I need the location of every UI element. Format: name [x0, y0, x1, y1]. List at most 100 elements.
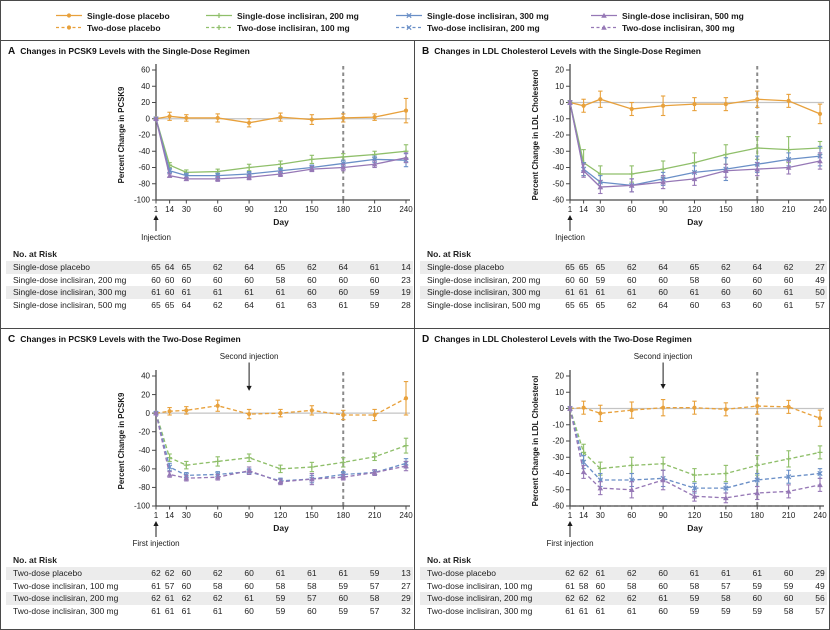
y-tick-label: -60 [138, 465, 150, 474]
panel-letter: B [422, 46, 430, 57]
risk-value: 60 [369, 274, 380, 285]
x-tick-label: 30 [596, 205, 605, 214]
risk-value: 56 [815, 593, 825, 604]
panel-letter: D [422, 334, 430, 345]
risk-value: 65 [181, 262, 192, 272]
panel-title-text: Changes in LDL Cholesterol Levels with t… [434, 46, 701, 56]
injection-arrowhead [153, 215, 159, 220]
y-tick-label: 20 [141, 98, 150, 107]
x-axis-label: Day [273, 217, 289, 227]
risk-value: 65 [595, 262, 606, 272]
risk-value: 60 [338, 287, 348, 298]
risk-value: 61 [151, 605, 161, 616]
series-two-dose-inclisiran-100-mg [567, 406, 823, 483]
risk-value: 61 [212, 287, 223, 298]
panel-letter: A [8, 46, 16, 57]
risk-value: 62 [578, 568, 589, 578]
series-single-dose-inclisiran-200-mg [153, 116, 409, 176]
risk-value: 58 [689, 580, 700, 591]
risk-table-B: No. at Risk Single-dose placebo 65 65 65 62 64… [420, 248, 827, 311]
risk-value: 58 [275, 274, 286, 285]
y-tick-label: -80 [138, 483, 150, 492]
risk-value: 65 [151, 262, 161, 272]
risk-value: 62 [212, 593, 223, 604]
panel-A: A Changes in PCSK9 Levels with the Single… [1, 41, 415, 329]
risk-row-label: Single-dose inclisiran, 500 mg [13, 299, 127, 310]
risk-value: 49 [815, 274, 825, 285]
risk-value: 61 [565, 287, 575, 298]
plus-line-sample [206, 13, 232, 18]
risk-table-header: No. at Risk [13, 555, 57, 565]
risk-value: 60 [689, 299, 700, 310]
legend-item: Two-dose placebo [55, 23, 205, 33]
risk-value: 59 [275, 605, 286, 616]
legend-item-label: Single-dose inclisiran, 300 mg [427, 10, 549, 21]
y-tick-label: 40 [141, 372, 150, 381]
legend-item-label: Single-dose placebo [87, 10, 170, 21]
risk-row-label: Two-dose inclisiran, 200 mg [427, 593, 533, 604]
risk-value: 65 [275, 262, 286, 272]
risk-value: 60 [783, 568, 794, 578]
risk-value: 61 [689, 568, 700, 578]
risk-value: 60 [721, 274, 731, 285]
risk-table-header: No. at Risk [427, 249, 471, 259]
risk-value: 62 [578, 593, 589, 604]
risk-value: 14 [401, 262, 411, 272]
injection-arrowhead [153, 521, 159, 526]
circle-line-sample [56, 13, 82, 18]
risk-value: 27 [401, 580, 411, 591]
legend-row: Single-dose placebo Single-dose inclisira… [55, 11, 775, 21]
x-tick-label: 90 [659, 205, 668, 214]
risk-value: 49 [815, 580, 825, 591]
risk-value: 62 [626, 299, 637, 310]
panel-title-text: Changes in PCSK9 Levels with the Single-… [20, 46, 250, 56]
risk-value: 57 [307, 593, 317, 604]
risk-value: 64 [752, 262, 762, 272]
x-tick-label: 1 [568, 205, 573, 214]
y-tick-label: 40 [141, 82, 150, 91]
risk-value: 29 [815, 568, 825, 578]
risk-value: 59 [689, 593, 700, 604]
x-tick-label: 210 [368, 511, 382, 520]
chart-ldl-two-dose: 20 10 0 -10 -20 -30 -40 -50 -60 1 14 30 60 90 120 150 18… [531, 352, 827, 548]
risk-row: Single-dose inclisiran, 200 mg 60 60 60 60 60… [6, 274, 413, 287]
risk-value: 59 [338, 580, 348, 591]
x-tick-label: 30 [596, 511, 605, 520]
risk-row: Single-dose inclisiran, 300 mg 61 60 61 61 61… [6, 286, 413, 299]
risk-value: 61 [212, 605, 223, 616]
risk-value: 62 [783, 262, 794, 272]
x-tick-label: 120 [688, 511, 702, 520]
risk-value: 61 [783, 299, 794, 310]
series-two-dose-placebo [567, 397, 823, 427]
risk-value: 59 [721, 605, 731, 616]
risk-value: 60 [721, 287, 731, 298]
risk-value: 57 [721, 580, 731, 591]
panel-C: C Changes in PCSK9 Levels with the Two-Do… [1, 329, 415, 629]
risk-value: 61 [151, 287, 161, 298]
risk-row-label: Two-dose inclisiran, 300 mg [13, 605, 119, 616]
risk-value: 60 [658, 568, 668, 578]
y-tick-label: 0 [146, 409, 151, 418]
legend-item-label: Two-dose placebo [87, 22, 161, 33]
x-tick-label: 90 [245, 205, 254, 214]
risk-value: 57 [815, 605, 825, 616]
panel-A-title: A Changes in PCSK9 Levels with the Single… [8, 46, 412, 60]
risk-table-A: No. at Risk Single-dose placebo 65 64 65 62 64… [6, 248, 413, 311]
x-tick-label: 120 [274, 511, 288, 520]
injection-arrowhead [567, 521, 573, 526]
risk-value: 59 [752, 580, 762, 591]
series-two-dose-inclisiran-300-mg [153, 410, 409, 486]
legend-item: Single-dose inclisiran, 300 mg [395, 11, 590, 21]
x-tick-label: 240 [813, 205, 827, 214]
y-tick-label: -50 [552, 485, 564, 494]
risk-value: 62 [151, 568, 161, 578]
risk-value: 58 [578, 580, 589, 591]
x-tick-label: 1 [154, 511, 159, 520]
risk-value: 64 [244, 262, 254, 272]
panel-C-title: C Changes in PCSK9 Levels with the Two-Do… [8, 334, 412, 348]
risk-row-label: Single-dose inclisiran, 300 mg [13, 287, 127, 298]
risk-value: 58 [689, 274, 700, 285]
x-tick-label: 240 [813, 511, 827, 520]
x-tick-label: 90 [659, 511, 668, 520]
y-tick-label: -20 [138, 131, 150, 140]
